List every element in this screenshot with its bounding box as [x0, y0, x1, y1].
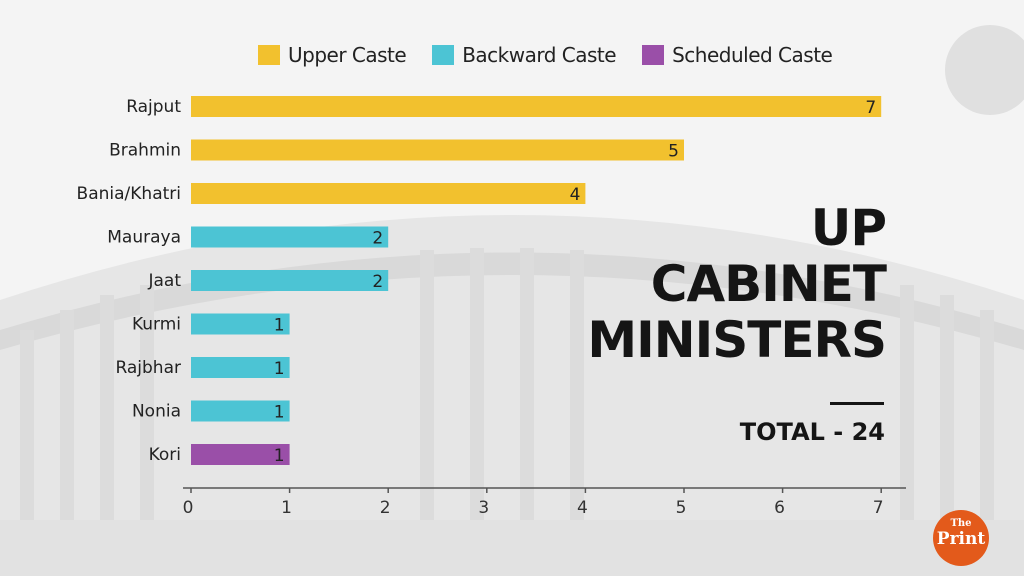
- category-label-bania-khatri: Bania/Khatri: [77, 184, 181, 204]
- x-tick-label-7: 7: [873, 498, 884, 518]
- category-label-kurmi: Kurmi: [132, 315, 181, 335]
- data-label-jaat: 2: [372, 272, 383, 292]
- data-label-kurmi: 1: [274, 316, 285, 336]
- data-label-brahmin: 5: [668, 142, 679, 162]
- chart-title: UP CABINET MINISTERS: [560, 199, 887, 369]
- x-tick-label-2: 2: [380, 498, 391, 518]
- x-tick-label-0: 0: [183, 498, 194, 518]
- data-label-kori: 1: [274, 446, 285, 466]
- x-tick-label-3: 3: [478, 498, 489, 518]
- chart-legend: Upper Caste Backward Caste Scheduled Cas…: [258, 40, 858, 70]
- category-label-jaat: Jaat: [147, 271, 181, 291]
- title-line-2: CABINET: [650, 255, 887, 313]
- total-count: TOTAL - 24: [739, 418, 885, 446]
- legend-label-upper-caste: Upper Caste: [288, 43, 407, 67]
- legend-item-scheduled-caste: Scheduled Caste: [642, 43, 833, 67]
- category-label-mauraya: Mauraya: [107, 228, 181, 248]
- x-tick-label-1: 1: [281, 498, 292, 518]
- bar-kurmi: [191, 313, 290, 335]
- legend-item-backward-caste: Backward Caste: [432, 43, 617, 67]
- bar-brahmin: [191, 139, 684, 161]
- legend-label-backward-caste: Backward Caste: [462, 43, 617, 67]
- x-tick-label-4: 4: [577, 498, 588, 518]
- title-line-3: MINISTERS: [587, 311, 887, 369]
- category-label-rajput: Rajput: [126, 97, 181, 117]
- data-label-mauraya: 2: [372, 229, 383, 249]
- legend-swatch-scheduled-caste: [642, 45, 665, 65]
- data-label-bania-khatri: 4: [570, 185, 581, 205]
- bar-mauraya: [191, 226, 389, 248]
- bar-rajbhar: [191, 357, 290, 378]
- bar-jaat: [191, 270, 389, 291]
- bar-kori: [191, 444, 290, 465]
- data-label-rajput: 7: [865, 98, 876, 118]
- x-tick-label-6: 6: [774, 498, 785, 518]
- theprint-logo: The Print: [933, 510, 989, 566]
- data-label-rajbhar: 1: [274, 359, 285, 379]
- category-label-nonia: Nonia: [132, 402, 181, 422]
- bar-bania-khatri: [191, 183, 586, 204]
- legend-item-upper-caste: Upper Caste: [258, 43, 407, 67]
- data-label-nonia: 1: [274, 403, 285, 423]
- legend-swatch-upper-caste: [258, 45, 280, 65]
- logo-text-big: Print: [936, 529, 986, 549]
- title-line-1: UP: [810, 199, 887, 257]
- category-label-brahmin: Brahmin: [109, 141, 181, 161]
- bar-nonia: [191, 400, 290, 422]
- category-label-kori: Kori: [149, 445, 181, 465]
- logo-text-small: The: [950, 518, 972, 529]
- title-divider: [830, 402, 884, 405]
- bar-rajput: [191, 96, 882, 117]
- category-label-rajbhar: Rajbhar: [115, 358, 181, 378]
- x-tick-label-5: 5: [676, 498, 687, 518]
- legend-label-scheduled-caste: Scheduled Caste: [672, 43, 833, 67]
- legend-swatch-backward-caste: [432, 45, 455, 65]
